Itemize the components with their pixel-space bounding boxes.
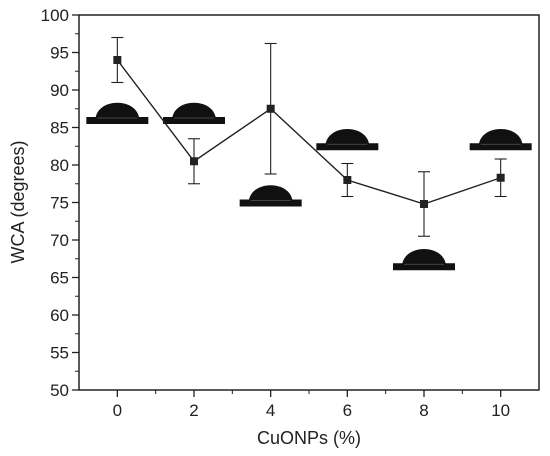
y-tick-label: 95 (50, 44, 69, 63)
series-line (116, 59, 501, 205)
y-tick-label: 65 (50, 269, 69, 288)
y-tick-label: 55 (50, 344, 69, 363)
droplet-substrate (163, 117, 225, 124)
x-tick-label: 0 (113, 401, 122, 420)
axes: 50 55 60 65 70 75 80 85 90 95 100 0 2 4 6 8 10 (41, 6, 511, 420)
x-tick-label: 2 (189, 401, 198, 420)
droplet-shape (248, 185, 293, 203)
y-tick-label: 50 (50, 381, 69, 400)
droplet-substrate (469, 143, 532, 151)
droplet-image (469, 129, 532, 151)
droplet-shape (172, 102, 216, 120)
data-point (113, 56, 122, 64)
droplet-image (239, 185, 302, 207)
data-point (266, 104, 275, 113)
droplet-shape (95, 102, 140, 120)
x-tick-label: 8 (419, 401, 428, 420)
y-tick-label: 80 (50, 156, 69, 175)
droplet-substrate (86, 117, 149, 124)
droplet-image (393, 249, 455, 271)
y-tick-label: 85 (50, 119, 69, 138)
droplet-image (86, 102, 149, 124)
y-tick-label: 75 (50, 194, 69, 213)
series-layer (111, 36, 507, 237)
data-point (343, 176, 352, 184)
droplet-image (316, 129, 379, 151)
y-tick-label: 90 (50, 81, 69, 100)
x-axis-label: CuONPs (%) (257, 428, 361, 448)
droplet-insets (86, 102, 532, 271)
droplet-shape (478, 129, 523, 147)
data-point (420, 200, 428, 208)
y-axis-label: WCA (degrees) (8, 140, 28, 263)
droplet-shape (402, 249, 446, 267)
x-tick-label: 4 (266, 401, 275, 420)
data-point (190, 157, 198, 166)
x-tick-label: 10 (491, 401, 510, 420)
y-tick-label: 100 (41, 6, 69, 25)
x-tick-label: 6 (343, 401, 352, 420)
droplet-substrate (239, 199, 302, 207)
droplet-substrate (393, 263, 455, 271)
data-point (496, 173, 505, 182)
y-tick-label: 60 (50, 306, 69, 325)
plot-frame (78, 14, 540, 391)
droplet-substrate (316, 143, 379, 151)
droplet-image (163, 102, 225, 124)
y-tick-label: 70 (50, 231, 69, 250)
droplet-shape (325, 129, 370, 147)
